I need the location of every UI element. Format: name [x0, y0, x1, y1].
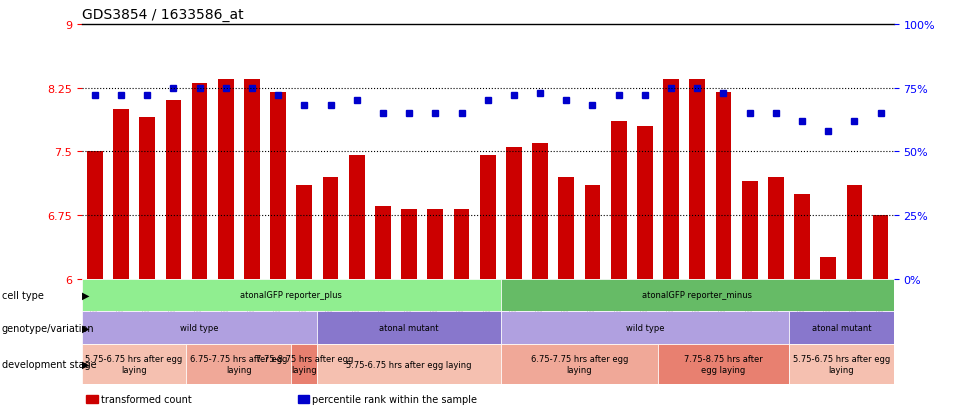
FancyBboxPatch shape — [658, 344, 789, 384]
Bar — [244, 80, 259, 279]
FancyBboxPatch shape — [501, 311, 789, 344]
FancyBboxPatch shape — [82, 311, 317, 344]
Bar — [584, 186, 601, 279]
FancyBboxPatch shape — [82, 344, 186, 384]
Text: atonal mutant: atonal mutant — [380, 323, 439, 332]
Text: wild type: wild type — [181, 323, 219, 332]
Text: ▶: ▶ — [83, 323, 89, 333]
Text: GDS3854 / 1633586_at: GDS3854 / 1633586_at — [82, 8, 243, 22]
Text: atonalGFP reporter_minus: atonalGFP reporter_minus — [642, 291, 752, 300]
FancyBboxPatch shape — [186, 344, 291, 384]
Text: 7.75-8.75 hrs after
egg laying: 7.75-8.75 hrs after egg laying — [684, 354, 763, 374]
Bar — [218, 80, 234, 279]
Bar — [794, 194, 810, 279]
Text: 6.75-7.75 hrs after egg
laying: 6.75-7.75 hrs after egg laying — [530, 354, 628, 374]
Bar — [689, 80, 705, 279]
Text: genotype/variation: genotype/variation — [2, 323, 94, 333]
Text: ▶: ▶ — [83, 290, 89, 300]
FancyBboxPatch shape — [501, 279, 894, 311]
Text: percentile rank within the sample: percentile rank within the sample — [312, 394, 478, 404]
Text: 6.75-7.75 hrs after egg
laying: 6.75-7.75 hrs after egg laying — [190, 354, 287, 374]
Bar — [139, 118, 155, 279]
FancyBboxPatch shape — [82, 279, 501, 311]
FancyBboxPatch shape — [789, 311, 894, 344]
Bar — [297, 186, 312, 279]
Bar — [454, 209, 469, 279]
Bar — [532, 143, 548, 279]
Bar — [480, 156, 496, 279]
Bar — [768, 177, 784, 279]
FancyBboxPatch shape — [789, 344, 894, 384]
Text: cell type: cell type — [2, 290, 44, 300]
Bar — [742, 181, 757, 279]
Bar — [402, 209, 417, 279]
Bar — [611, 122, 627, 279]
Bar — [506, 147, 522, 279]
Text: transformed count: transformed count — [101, 394, 191, 404]
Text: atonal mutant: atonal mutant — [812, 323, 871, 332]
Bar — [165, 101, 182, 279]
Text: 5.75-6.75 hrs after egg
laying: 5.75-6.75 hrs after egg laying — [793, 354, 890, 374]
Bar — [428, 209, 443, 279]
Bar — [558, 177, 574, 279]
Bar — [716, 93, 731, 279]
Bar — [873, 215, 889, 279]
Bar — [637, 126, 653, 279]
FancyBboxPatch shape — [317, 344, 501, 384]
Bar — [663, 80, 678, 279]
FancyBboxPatch shape — [501, 344, 658, 384]
Bar — [270, 93, 286, 279]
Bar — [113, 109, 129, 279]
Text: ▶: ▶ — [83, 359, 89, 369]
Text: development stage: development stage — [2, 359, 96, 369]
Text: 5.75-6.75 hrs after egg
laying: 5.75-6.75 hrs after egg laying — [86, 354, 183, 374]
Bar — [349, 156, 364, 279]
Bar — [375, 207, 391, 279]
Bar — [323, 177, 338, 279]
Bar — [86, 152, 103, 279]
Text: 7.75-8.75 hrs after egg
laying: 7.75-8.75 hrs after egg laying — [256, 354, 353, 374]
Bar — [847, 186, 862, 279]
Text: 5.75-6.75 hrs after egg laying: 5.75-6.75 hrs after egg laying — [346, 360, 472, 369]
Bar — [191, 84, 208, 279]
Text: wild type: wild type — [626, 323, 664, 332]
Text: atonalGFP reporter_plus: atonalGFP reporter_plus — [240, 291, 342, 300]
FancyBboxPatch shape — [291, 344, 317, 384]
FancyBboxPatch shape — [317, 311, 501, 344]
Bar — [821, 258, 836, 279]
